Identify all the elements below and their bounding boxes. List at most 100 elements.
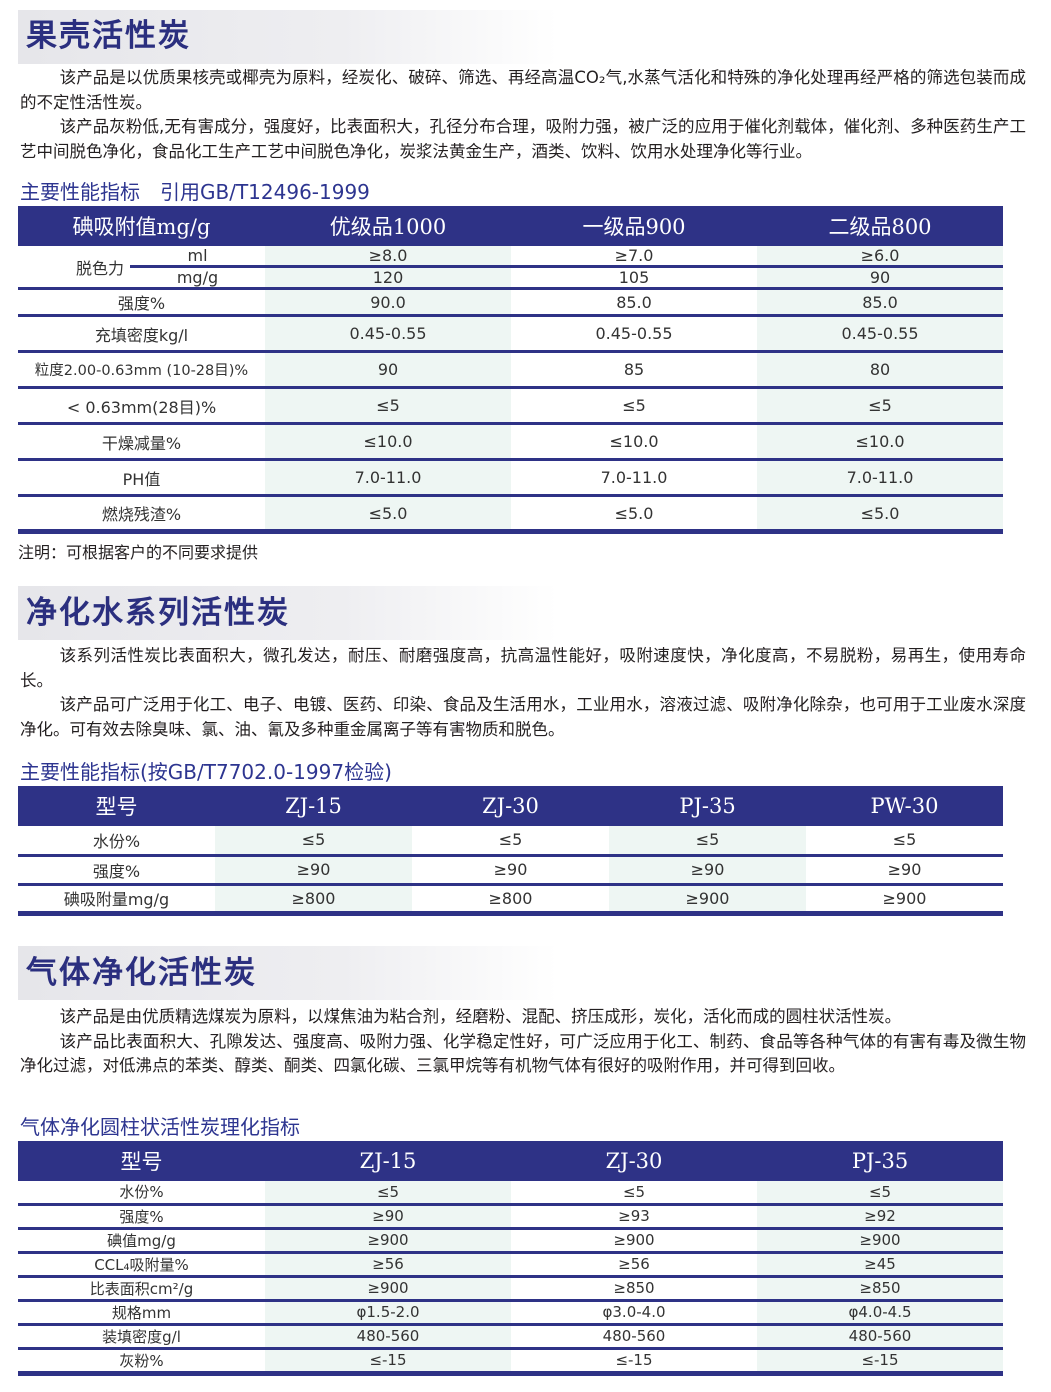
row-label: 脱色力 xyxy=(18,246,130,290)
section-title-band xyxy=(18,10,558,64)
table-row: 灰粉% ≤-15 ≤-15 ≤-15 xyxy=(18,1348,1003,1376)
header-cell: ZJ-15 xyxy=(215,786,412,826)
cell: ≥7.0 xyxy=(511,246,757,268)
table-row: 碘吸附量mg/g ≥800 ≥800 ≥900 ≥900 xyxy=(18,884,1003,916)
cell: ≥850 xyxy=(757,1276,1003,1302)
cell: ≥45 xyxy=(757,1252,1003,1278)
row-label: 充填密度kg/l xyxy=(18,315,265,353)
row-label: 比表面积cm²/g xyxy=(18,1276,265,1302)
cell: ≥900 xyxy=(265,1228,511,1254)
cell: ≤-15 xyxy=(265,1348,511,1376)
cell: ≤-15 xyxy=(757,1348,1003,1376)
cell: ≥900 xyxy=(265,1276,511,1302)
cell: ≤10.0 xyxy=(757,423,1003,461)
cell: ≤5 xyxy=(609,826,806,857)
cell: ≥92 xyxy=(757,1204,1003,1230)
row-label: PH值 xyxy=(18,459,265,497)
cell: ≤5 xyxy=(215,826,412,857)
section-title-band xyxy=(18,946,558,1000)
table-note: 注明：可根据客户的不同要求提供 xyxy=(18,543,259,562)
table-row: 水份% ≤5 ≤5 ≤5 ≤5 xyxy=(18,826,1003,857)
table-row: 规格mm φ1.5-2.0 φ3.0-4.0 φ4.0-4.5 xyxy=(18,1300,1003,1326)
header-cell: 优级品1000 xyxy=(265,206,511,246)
cell: ≤5 xyxy=(757,387,1003,425)
section-title-band xyxy=(18,586,558,640)
cell: ≥900 xyxy=(757,1228,1003,1254)
cell: ≤5 xyxy=(511,387,757,425)
cell: ≤5 xyxy=(265,1181,511,1206)
spec-table: 碘吸附值mg/g 优级品1000 一级品900 二级品800 脱色力 ml ≥8… xyxy=(18,206,1003,534)
row-label: 水份% xyxy=(18,826,215,857)
row-label: 强度% xyxy=(18,855,215,886)
cell: ≥8.0 xyxy=(265,246,511,268)
cell: ≥90 xyxy=(609,855,806,886)
row-label: 规格mm xyxy=(18,1300,265,1326)
spec-table: 型号 ZJ-15 ZJ-30 PJ-35 PW-30 水份% ≤5 ≤5 ≤5 ≤5 强度% ≥90 ≥… xyxy=(18,786,1003,916)
cell: ≤5.0 xyxy=(757,495,1003,534)
table-subtitle: 主要性能指标 引用GB/T12496-1999 xyxy=(20,180,370,204)
row-label: 装填密度g/l xyxy=(18,1324,265,1350)
cell: 85.0 xyxy=(511,288,757,317)
table-header-row: 型号 ZJ-15 ZJ-30 PJ-35 xyxy=(18,1141,1003,1181)
row-label: 强度% xyxy=(18,1204,265,1230)
cell: ≥800 xyxy=(412,884,609,916)
header-cell: ZJ-30 xyxy=(412,786,609,826)
header-cell: 型号 xyxy=(18,786,215,826)
spec-table: 型号 ZJ-15 ZJ-30 PJ-35 水份% ≤5 ≤5 ≤5 强度% ≥90 ≥93 ≥92 碘值… xyxy=(18,1141,1003,1376)
cell: ≤5 xyxy=(412,826,609,857)
table-row: 强度% ≥90 ≥90 ≥90 ≥90 xyxy=(18,855,1003,886)
table-row: 强度% 90.0 85.0 85.0 xyxy=(18,288,1003,317)
cell: 85 xyxy=(511,351,757,389)
paragraph: 该产品灰粉低,无有害成分，强度好，比表面积大，孔径分布合理，吸附力强，被广泛的应… xyxy=(20,117,1026,161)
cell: ≥56 xyxy=(265,1252,511,1278)
header-cell: 碘吸附值mg/g xyxy=(18,206,265,246)
row-label: CCL₄吸附量% xyxy=(18,1252,265,1278)
table-row: 充填密度kg/l 0.45-0.55 0.45-0.55 0.45-0.55 xyxy=(18,315,1003,353)
paragraph: 该产品比表面积大、孔隙发达、强度高、吸附力强、化学稳定性好，可广泛应用于化工、制… xyxy=(20,1031,1026,1076)
section-title: 气体净化活性炭 xyxy=(26,955,257,991)
cell: 0.45-0.55 xyxy=(511,315,757,353)
table-row: 干燥减量% ≤10.0 ≤10.0 ≤10.0 xyxy=(18,423,1003,461)
cell: 0.45-0.55 xyxy=(757,315,1003,353)
row-label: 水份% xyxy=(18,1181,265,1206)
cell: ≤-15 xyxy=(511,1348,757,1376)
cell: ≥90 xyxy=(265,1204,511,1230)
cell: 7.0-11.0 xyxy=(757,459,1003,497)
cell: 120 xyxy=(265,266,511,290)
row-unit: ml xyxy=(130,246,265,268)
cell: φ3.0-4.0 xyxy=(511,1300,757,1326)
cell: 480-560 xyxy=(511,1324,757,1350)
cell: ≥90 xyxy=(412,855,609,886)
table-subtitle: 主要性能指标(按GB/T7702.0-1997检验) xyxy=(20,760,392,784)
cell: ≥90 xyxy=(215,855,412,886)
header-cell: 型号 xyxy=(18,1141,265,1181)
table-row: 强度% ≥90 ≥93 ≥92 xyxy=(18,1204,1003,1230)
cell: ≥900 xyxy=(511,1228,757,1254)
header-cell: ZJ-15 xyxy=(265,1141,511,1181)
cell: ≥90 xyxy=(806,855,1003,886)
cell: 480-560 xyxy=(757,1324,1003,1350)
cell: 480-560 xyxy=(265,1324,511,1350)
table-row: 水份% ≤5 ≤5 ≤5 xyxy=(18,1181,1003,1206)
row-label: 碘吸附量mg/g xyxy=(18,884,215,916)
section-description: 该系列活性炭比表面积大，微孔发达，耐压、耐磨强度高，抗高温性能好，吸附速度快，净… xyxy=(20,644,1026,742)
table-subtitle: 气体净化圆柱状活性炭理化指标 xyxy=(20,1115,300,1139)
cell: 7.0-11.0 xyxy=(265,459,511,497)
table-row: 碘值mg/g ≥900 ≥900 ≥900 xyxy=(18,1228,1003,1254)
cell: 85.0 xyxy=(757,288,1003,317)
table-row: 装填密度g/l 480-560 480-560 480-560 xyxy=(18,1324,1003,1350)
cell: ≥850 xyxy=(511,1276,757,1302)
section-description: 该产品是由优质精选煤炭为原料，以煤焦油为粘合剂，经磨粉、混配、挤压成形，炭化，活… xyxy=(20,1005,1026,1079)
header-cell: 二级品800 xyxy=(757,206,1003,246)
cell: φ1.5-2.0 xyxy=(265,1300,511,1326)
paragraph: 该系列活性炭比表面积大，微孔发达，耐压、耐磨强度高，抗高温性能好，吸附速度快，净… xyxy=(20,646,1026,690)
table-row: < 0.63mm(28目)% ≤5 ≤5 ≤5 xyxy=(18,387,1003,425)
cell: 0.45-0.55 xyxy=(265,315,511,353)
table-row: 脱色力 ml ≥8.0 ≥7.0 ≥6.0 xyxy=(18,246,1003,290)
paragraph: 该产品可广泛用于化工、电子、电镀、医药、印染、食品及生活用水，工业用水，溶液过滤… xyxy=(20,695,1026,739)
cell: ≥900 xyxy=(806,884,1003,916)
row-unit: mg/g xyxy=(130,266,265,290)
cell: ≥900 xyxy=(609,884,806,916)
cell: ≤5.0 xyxy=(265,495,511,534)
row-label: < 0.63mm(28目)% xyxy=(18,387,265,425)
